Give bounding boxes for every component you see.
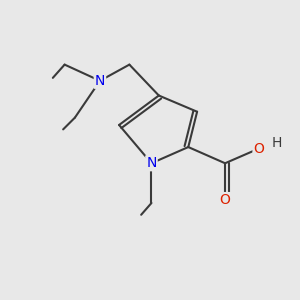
Text: H: H xyxy=(272,136,282,150)
Text: O: O xyxy=(220,193,230,207)
Text: O: O xyxy=(254,142,264,155)
Text: N: N xyxy=(95,74,105,88)
Text: N: N xyxy=(146,156,157,170)
